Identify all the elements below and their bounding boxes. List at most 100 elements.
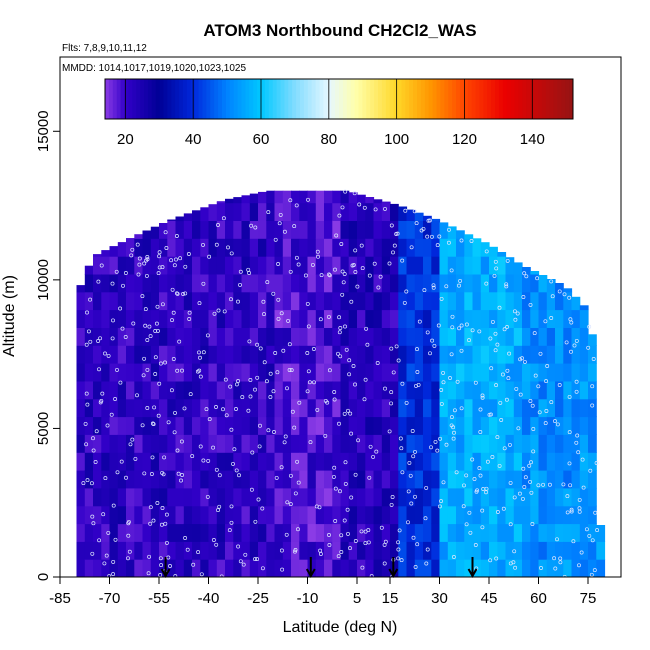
curtain-cell	[373, 487, 383, 507]
sample-point	[327, 368, 332, 373]
sample-point	[305, 351, 310, 355]
sample-point	[155, 501, 160, 505]
sample-point	[183, 291, 188, 296]
sample-point	[187, 317, 192, 321]
sample-point	[484, 490, 488, 495]
curtain-cell	[225, 541, 234, 560]
sample-point	[494, 266, 499, 271]
curtain-cell	[348, 273, 358, 293]
sample-point	[85, 310, 89, 315]
curtain-cell	[464, 559, 474, 577]
curtain-cell	[497, 345, 507, 364]
curtain-cell	[200, 238, 210, 257]
curtain-cell	[522, 505, 531, 525]
curtain-cell	[497, 309, 507, 328]
sample-point	[214, 405, 218, 409]
sample-point	[84, 342, 89, 347]
sample-point	[558, 560, 563, 565]
curtain-cell	[307, 291, 317, 311]
curtain-cell	[555, 541, 564, 560]
curtain-cell	[489, 523, 498, 542]
curtain-cell	[266, 220, 276, 239]
curtain-cell	[307, 452, 317, 471]
sample-point	[229, 504, 234, 509]
sample-point	[389, 390, 394, 395]
curtain-cell	[249, 487, 259, 507]
sample-point	[129, 253, 134, 258]
curtain-cell	[381, 505, 391, 525]
curtain-cell	[472, 541, 482, 560]
sample-point	[119, 459, 124, 464]
sample-point	[214, 467, 219, 472]
curtain-cell	[291, 559, 300, 577]
sample-point	[569, 509, 574, 514]
curtain-cell	[192, 220, 201, 239]
curtain-cell	[167, 487, 177, 507]
sample-point	[571, 539, 576, 544]
sample-point	[562, 292, 567, 297]
curtain-cell	[159, 363, 168, 382]
sample-point	[198, 444, 203, 449]
colorbar-segment	[537, 79, 543, 119]
sample-point	[353, 472, 358, 477]
curtain-cell	[274, 327, 284, 346]
curtain-cell	[522, 273, 531, 293]
curtain-cell	[373, 416, 383, 435]
colorbar-segment	[456, 79, 461, 119]
sample-point	[142, 471, 147, 476]
curtain-cell	[307, 363, 317, 382]
curtain-cell	[480, 523, 490, 542]
curtain-cell	[109, 559, 119, 577]
curtain-cell	[241, 380, 251, 400]
sample-point	[85, 478, 90, 483]
sample-point	[111, 559, 116, 564]
curtain-cell	[522, 380, 531, 400]
curtain-cell	[93, 327, 102, 346]
sample-point	[480, 395, 485, 400]
curtain-cell	[225, 487, 234, 507]
curtain-cell	[183, 470, 193, 489]
sample-point	[163, 360, 167, 365]
curtain-cell	[579, 452, 589, 471]
sample-point	[337, 330, 342, 335]
curtain-cell	[216, 256, 226, 275]
sample-point	[472, 477, 477, 481]
curtain-cell	[208, 380, 218, 400]
sample-point	[255, 557, 260, 562]
curtain-cell	[117, 398, 127, 418]
curtain-cell	[414, 523, 424, 542]
curtain-cell	[183, 380, 193, 400]
curtain-cell	[513, 327, 523, 346]
curtain-cell	[522, 452, 531, 471]
curtain-cell	[274, 416, 284, 435]
curtain-cell	[183, 416, 193, 435]
curtain-cell	[299, 273, 309, 293]
curtain-cell	[588, 452, 597, 471]
curtain-cell	[406, 309, 416, 328]
colorbar-segment	[526, 79, 531, 119]
curtain-cell	[274, 202, 284, 221]
x-tick-label: 5	[353, 590, 361, 607]
sample-point	[205, 333, 210, 338]
sample-point	[543, 421, 548, 426]
sample-point	[441, 480, 446, 485]
curtain-cell	[159, 541, 168, 560]
curtain-cell	[357, 291, 366, 311]
sample-point	[118, 306, 123, 311]
colorbar-segment	[225, 79, 231, 119]
curtain-cell	[390, 256, 399, 275]
curtain-cell	[489, 398, 498, 418]
curtain-cell	[241, 541, 251, 560]
curtain-cell	[324, 398, 333, 418]
sample-point	[433, 439, 438, 444]
sample-point	[84, 391, 89, 396]
sample-point	[353, 539, 358, 543]
curtain-cell	[398, 291, 408, 311]
curtain-cell	[307, 380, 317, 400]
sample-point	[484, 249, 489, 254]
curtain-cell	[225, 434, 234, 453]
sample-point	[357, 202, 362, 207]
curtain-cell	[159, 223, 168, 239]
curtain-cell	[489, 380, 498, 400]
curtain-cell	[200, 559, 210, 577]
